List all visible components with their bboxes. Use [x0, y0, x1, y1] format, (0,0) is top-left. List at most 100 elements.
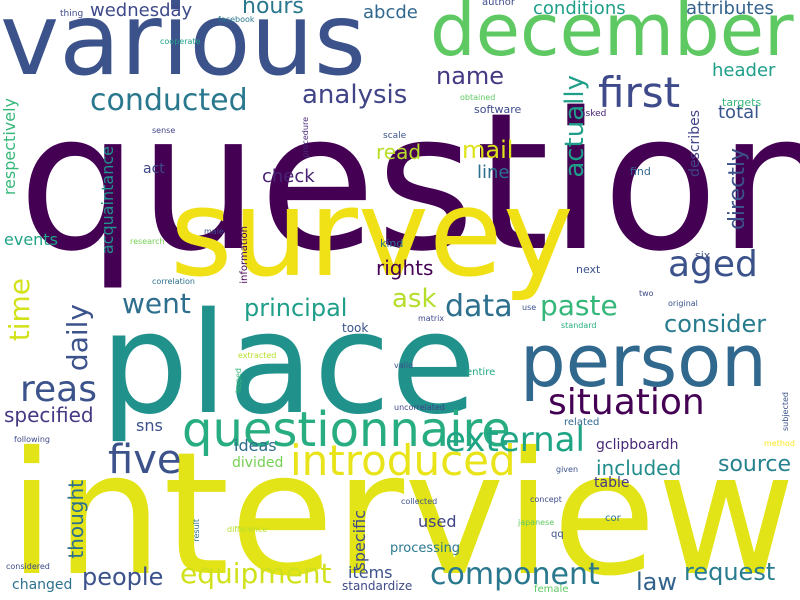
word-source: source — [718, 452, 792, 477]
word-read: read — [376, 140, 422, 164]
word-next: next — [576, 263, 601, 276]
word-took: took — [342, 321, 369, 335]
word-software: software — [474, 103, 522, 116]
word-divided: divided — [232, 455, 284, 471]
word-table: table — [594, 475, 630, 491]
word-qq: qq — [551, 529, 564, 540]
word-place: place — [100, 283, 477, 446]
word-situation: situation — [548, 382, 705, 423]
word-conditions: conditions — [533, 0, 626, 19]
word-japanese: japanese — [518, 518, 555, 527]
word-uncorrelated: uncorrelated — [394, 403, 445, 412]
word-actually: actually — [560, 75, 590, 178]
word-ask: ask — [392, 284, 437, 314]
word-directly: directly — [725, 148, 750, 231]
word-changed: changed — [12, 577, 73, 593]
word-male: male — [204, 227, 224, 236]
word-time: time — [3, 278, 36, 342]
word-wednesday: wednesday — [90, 0, 193, 21]
word-total: total — [718, 102, 760, 123]
word-considered: considered — [6, 562, 50, 571]
word-acquaintance: acquaintance — [98, 146, 117, 255]
word-extracted: extracted — [238, 351, 277, 360]
word-specific: specific — [350, 510, 369, 571]
word-use: use — [522, 303, 537, 312]
word-processing: processing — [390, 541, 461, 556]
word-external: external — [445, 420, 585, 460]
word-thought: thought — [64, 480, 88, 559]
word-law: law — [636, 568, 678, 596]
word-subjected: subjected — [781, 392, 790, 431]
word-sns: sns — [136, 416, 163, 435]
word-author: author — [482, 0, 515, 8]
word-conducted: conducted — [90, 83, 248, 118]
word-describes: describes — [687, 110, 703, 177]
word-check: check — [262, 166, 315, 187]
word-kind: kind — [380, 237, 404, 250]
word-act: act — [143, 161, 165, 177]
word-ideas: ideas — [234, 436, 277, 455]
word-cor: cor — [605, 513, 621, 524]
word-questionnaire: questionnaire — [182, 402, 511, 458]
word-entire: entire — [466, 367, 496, 378]
word-went: went — [122, 287, 191, 320]
word-december: december — [430, 0, 794, 72]
word-equipment: equipment — [180, 557, 332, 590]
word-attributes: attributes — [686, 0, 774, 19]
word-question: question — [18, 72, 800, 293]
word-respectively: respectively — [0, 98, 19, 196]
word-included: included — [596, 456, 682, 480]
word-name: name — [436, 62, 505, 90]
word-first: first — [598, 68, 681, 117]
word-information: information — [239, 226, 250, 284]
word-related: related — [564, 417, 600, 428]
word-procedure: procedure — [301, 117, 310, 158]
word-survey: survey — [170, 165, 574, 304]
word-result: result — [192, 519, 201, 542]
word-method: method — [764, 439, 795, 448]
word-interview: interview — [8, 416, 796, 600]
word-thing: thing — [60, 9, 84, 19]
word-daily: daily — [61, 304, 94, 372]
word-correlation: correlation — [152, 277, 195, 286]
word-component: component — [430, 557, 600, 592]
word-people: people — [82, 563, 164, 591]
word-sense: sense — [152, 126, 176, 135]
word-valid: valid — [394, 361, 414, 370]
word-standard: standard — [561, 321, 597, 330]
word-cooperate: cooperate — [160, 37, 201, 46]
word-data: data — [445, 289, 513, 324]
word-matrix: matrix — [418, 314, 445, 323]
word-collected: collected — [401, 497, 438, 506]
word-mail: mail — [462, 136, 514, 164]
word-introduced: introduced — [290, 436, 516, 485]
word-find: find — [630, 165, 651, 178]
word-asked: asked — [580, 109, 607, 119]
word-original: original — [668, 299, 698, 308]
word-rights: rights — [376, 256, 434, 280]
word-request: request — [684, 558, 776, 586]
word-female: female — [534, 584, 569, 595]
word-items: items — [348, 563, 393, 582]
word-events: events — [4, 230, 58, 249]
word-scale: scale — [383, 131, 407, 141]
word-targets: targets — [722, 96, 762, 109]
word-facebook: facebook — [218, 15, 255, 24]
word-reas: reas — [20, 369, 97, 410]
word-two: two — [639, 289, 654, 298]
word-research: research — [130, 237, 165, 246]
word-five: five — [108, 437, 182, 483]
word-hoped: hoped — [234, 368, 243, 394]
word-header: header — [712, 60, 776, 81]
word-standardize: standardize — [342, 579, 413, 593]
word-specified: specified — [4, 403, 94, 427]
word-line: line — [477, 162, 510, 183]
word-analysis: analysis — [302, 80, 408, 110]
word-gclipboardh: gclipboardh — [596, 437, 679, 453]
word-six: six — [695, 249, 711, 262]
word-various: various — [0, 0, 367, 98]
word-consider: consider — [664, 310, 767, 338]
word-aged: aged — [668, 244, 758, 285]
word-concept: concept — [530, 495, 562, 504]
